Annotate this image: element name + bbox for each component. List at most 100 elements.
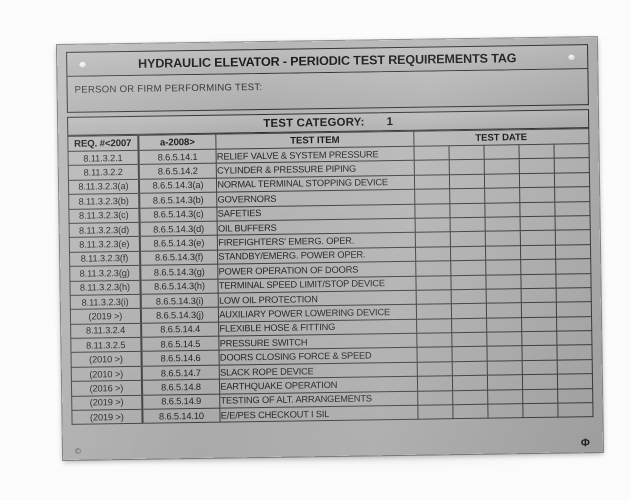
cell-test-date[interactable] xyxy=(414,232,451,247)
cell-test-date[interactable] xyxy=(415,246,451,262)
cell-test-date[interactable] xyxy=(486,360,523,376)
person-or-firm-label: PERSON OR FIRM PERFORMING TEST: xyxy=(74,81,263,96)
cell-test-date[interactable] xyxy=(450,260,486,276)
cell-test-date[interactable] xyxy=(486,331,522,347)
cell-test-date[interactable] xyxy=(417,390,453,406)
cell-test-date[interactable] xyxy=(416,347,452,363)
cell-test-date[interactable] xyxy=(416,318,452,334)
cell-test-date[interactable] xyxy=(451,346,487,362)
cell-test-date[interactable] xyxy=(414,217,450,233)
cell-test-date[interactable] xyxy=(557,373,593,389)
cell-test-date[interactable] xyxy=(487,403,523,419)
cell-test-date[interactable] xyxy=(451,317,487,333)
cell-test-date[interactable] xyxy=(451,361,488,376)
cell-test-date[interactable] xyxy=(518,144,555,160)
cell-req: (2010 >) xyxy=(71,351,142,368)
cell-test-date[interactable] xyxy=(484,187,520,203)
cell-test-date[interactable] xyxy=(484,173,520,189)
cell-test-date[interactable] xyxy=(451,332,487,348)
cell-test-date[interactable] xyxy=(415,260,451,276)
cell-test-date[interactable] xyxy=(448,159,485,175)
cell-test-date[interactable] xyxy=(485,288,522,304)
cell-req: 8.11.3.2.2 xyxy=(68,164,139,181)
cell-test-date[interactable] xyxy=(520,259,556,275)
cell-test-date[interactable] xyxy=(521,360,558,375)
cell-test-date[interactable] xyxy=(521,302,557,318)
cell-test-date[interactable] xyxy=(485,245,521,261)
cell-test-date[interactable] xyxy=(450,289,487,305)
cell-test-date[interactable] xyxy=(556,316,592,332)
cell-test-date[interactable] xyxy=(519,216,556,232)
cell-test-date[interactable] xyxy=(452,375,488,391)
cell-test-date[interactable] xyxy=(521,331,557,347)
cell-test-date[interactable] xyxy=(487,374,523,390)
cell-test-date[interactable] xyxy=(485,259,521,275)
cell-test-date[interactable] xyxy=(485,231,521,246)
cell-test-date[interactable] xyxy=(413,160,450,176)
cell-test-date[interactable] xyxy=(520,273,556,289)
cell-test-date[interactable] xyxy=(417,375,453,391)
cell-test-date[interactable] xyxy=(485,274,521,290)
cell-test-date[interactable] xyxy=(555,258,591,274)
cell-test-date[interactable] xyxy=(554,215,591,231)
cell-test-date[interactable] xyxy=(415,289,452,305)
cell-test-date[interactable] xyxy=(417,404,453,420)
cell-test-date[interactable] xyxy=(416,361,453,377)
cell-test-date[interactable] xyxy=(522,374,558,390)
cell-test-date[interactable] xyxy=(522,388,558,404)
cell-test-date[interactable] xyxy=(415,275,451,291)
cell-test-date[interactable] xyxy=(555,229,591,245)
cell-test-date[interactable] xyxy=(520,288,557,303)
cell-test-date[interactable] xyxy=(520,244,556,260)
cell-test-date[interactable] xyxy=(522,403,558,419)
cell-test-date[interactable] xyxy=(415,304,452,319)
cell-test-date[interactable] xyxy=(555,287,592,303)
cell-test-date[interactable] xyxy=(557,359,593,375)
cell-test-date[interactable] xyxy=(554,186,590,202)
cell-test-date[interactable] xyxy=(452,389,488,405)
cell-test-date[interactable] xyxy=(554,172,590,188)
cell-test-date[interactable] xyxy=(556,345,593,361)
cell-test-date[interactable] xyxy=(486,302,522,318)
cell-test-date[interactable] xyxy=(519,158,555,174)
cell-test-date[interactable] xyxy=(449,188,485,204)
cell-test-date[interactable] xyxy=(486,346,522,362)
cell-test-date[interactable] xyxy=(414,203,450,219)
cell-test-date[interactable] xyxy=(554,158,590,173)
cell-test-date[interactable] xyxy=(521,316,557,332)
cell-test-date[interactable] xyxy=(414,188,450,204)
cell-test-date[interactable] xyxy=(449,173,485,189)
cell-test-date[interactable] xyxy=(450,245,486,261)
copyright-mark: © xyxy=(74,446,81,456)
cell-test-date[interactable] xyxy=(416,332,452,348)
cell-test-date[interactable] xyxy=(484,216,521,232)
cell-test-date[interactable] xyxy=(449,231,486,247)
cell-test-date[interactable] xyxy=(519,201,555,217)
cell-test-date[interactable] xyxy=(452,404,488,420)
cell-test-date[interactable] xyxy=(555,244,591,260)
cell-test-date[interactable] xyxy=(448,145,484,161)
cell-test-date[interactable] xyxy=(553,143,590,159)
cell-test-date[interactable] xyxy=(521,345,558,361)
cell-test-date[interactable] xyxy=(519,172,555,188)
cell-test-date[interactable] xyxy=(483,159,520,174)
cell-test-date[interactable] xyxy=(450,274,486,290)
cell-test-date[interactable] xyxy=(451,303,487,319)
cell-test-date[interactable] xyxy=(554,201,591,217)
cell-test-date[interactable] xyxy=(556,301,592,317)
cell-test-date[interactable] xyxy=(520,230,556,246)
cell-test-date[interactable] xyxy=(484,202,520,218)
cell-test-date[interactable] xyxy=(413,145,449,161)
cell-test-date[interactable] xyxy=(556,330,592,346)
cell-test-date[interactable] xyxy=(414,174,450,190)
cell-test-date[interactable] xyxy=(557,388,593,404)
cell-test-date[interactable] xyxy=(449,217,486,233)
cell-test-date[interactable] xyxy=(449,202,485,218)
cell-test-date[interactable] xyxy=(519,187,555,203)
cell-test-date[interactable] xyxy=(486,317,522,333)
cell-req: 8.11.3.2.3(c) xyxy=(68,207,140,224)
cell-test-date[interactable] xyxy=(555,273,592,289)
cell-test-date[interactable] xyxy=(557,402,594,418)
cell-test-date[interactable] xyxy=(483,144,520,160)
cell-test-date[interactable] xyxy=(487,389,523,405)
